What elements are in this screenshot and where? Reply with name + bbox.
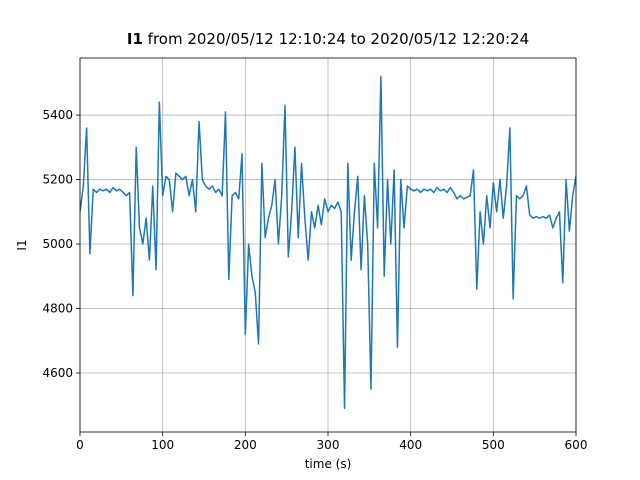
- plot-frame: [79, 57, 577, 433]
- y-tick-label: 5000: [42, 237, 73, 251]
- title-bold: I1: [127, 30, 143, 48]
- data-line: [80, 75, 576, 410]
- y-axis-label: I1: [15, 239, 29, 250]
- x-tick-label: 200: [234, 438, 257, 452]
- x-tick-label: 100: [151, 438, 174, 452]
- y-tick-label: 4800: [42, 302, 73, 316]
- x-tick-label: 300: [317, 438, 340, 452]
- y-tick-label: 4600: [42, 366, 73, 380]
- x-tick-label: 400: [399, 438, 422, 452]
- chart-title: I1 from 2020/05/12 12:10:24 to 2020/05/1…: [127, 30, 529, 48]
- x-tick-label: 500: [482, 438, 505, 452]
- x-tick-label: 0: [76, 438, 84, 452]
- x-tick-label: 600: [565, 438, 588, 452]
- y-tick-label: 5400: [42, 108, 73, 122]
- y-tick-label: 5200: [42, 173, 73, 187]
- title-text: from 2020/05/12 12:10:24 to 2020/05/12 1…: [148, 30, 529, 48]
- x-axis-label: time (s): [305, 457, 352, 471]
